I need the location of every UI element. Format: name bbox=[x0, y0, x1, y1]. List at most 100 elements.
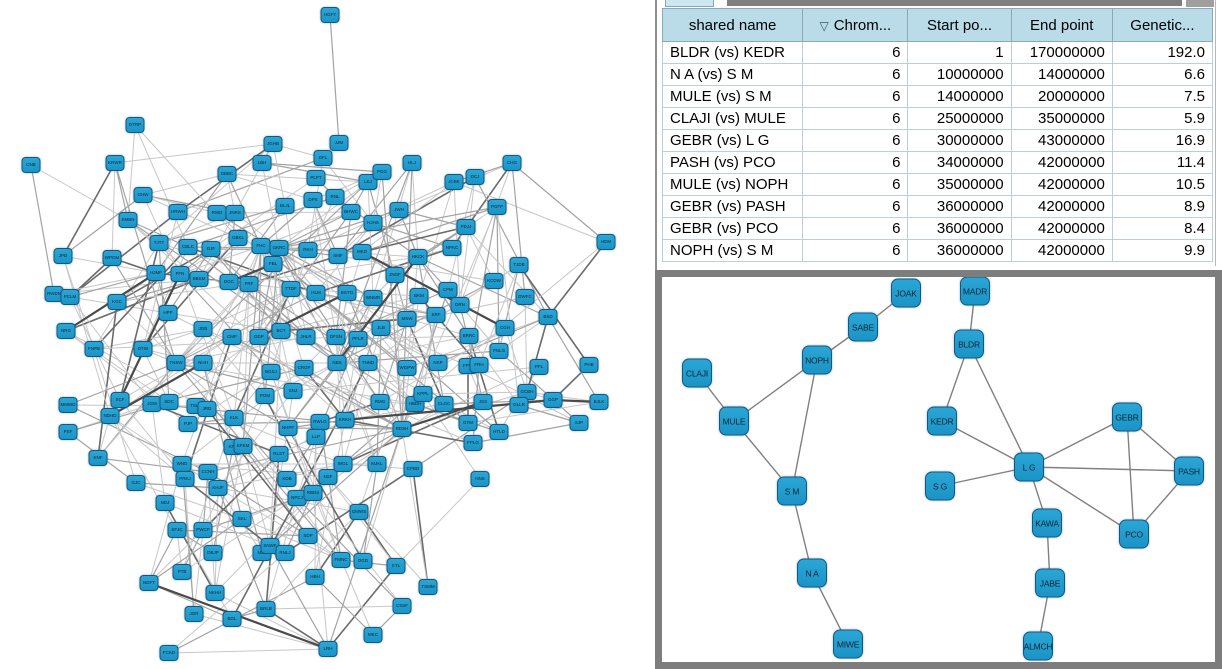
network-node[interactable]: PGM bbox=[255, 388, 275, 404]
network-node[interactable]: DFL bbox=[313, 150, 333, 166]
cell-value[interactable]: 8.4 bbox=[1111, 217, 1214, 240]
network-node[interactable]: DGD bbox=[353, 553, 373, 569]
network-node[interactable]: NHH bbox=[193, 355, 213, 371]
network-node[interactable]: DTRP bbox=[125, 117, 145, 133]
table-row[interactable]: PASH (vs) PCO 6 34000000 42000000 11.4 bbox=[661, 151, 1214, 174]
table-row[interactable]: BLDR (vs) KEDR 6 1 170000000 192.0 bbox=[661, 41, 1214, 64]
network-node[interactable]: NHPF bbox=[278, 420, 298, 436]
network-node[interactable]: RNLJ bbox=[275, 545, 295, 561]
network-node[interactable]: RKH bbox=[298, 242, 318, 258]
cell-value[interactable]: 6 bbox=[802, 85, 909, 108]
network-node[interactable]: PDJJ bbox=[456, 219, 476, 235]
network-node[interactable]: DPS bbox=[303, 192, 323, 208]
network-node[interactable]: FRH bbox=[469, 357, 489, 373]
network-node[interactable]: SJP bbox=[569, 415, 589, 431]
network-node[interactable]: DFSN bbox=[326, 329, 346, 345]
network-node[interactable]: HJHS bbox=[363, 215, 383, 231]
network-node[interactable]: GJC bbox=[126, 475, 146, 491]
network-node[interactable]: LBH bbox=[252, 155, 272, 171]
network-node[interactable]: JNGF bbox=[385, 267, 405, 283]
network-node[interactable]: KPPL bbox=[413, 386, 433, 402]
network-node[interactable]: JLB bbox=[371, 320, 391, 336]
network-node[interactable]: PTB bbox=[172, 564, 192, 580]
network-node[interactable]: SDP bbox=[298, 528, 318, 544]
network-node[interactable]: NDHD bbox=[100, 408, 120, 424]
network-node[interactable]: JGR bbox=[184, 606, 204, 622]
subnet-node-n-a[interactable]: N A bbox=[797, 558, 827, 588]
network-node[interactable]: HLM bbox=[306, 285, 326, 301]
main-network-canvas[interactable]: HGFT JJM DFL DTRP CNB KRWR DBBC LBH JGHB PLPT LKJ P… bbox=[0, 0, 655, 669]
network-node[interactable]: DDP bbox=[249, 329, 269, 345]
cell-value[interactable]: 7.5 bbox=[1111, 85, 1214, 108]
cell-value[interactable]: 16.9 bbox=[1111, 129, 1214, 152]
subnet-node-miwe[interactable]: MIWE bbox=[833, 629, 863, 659]
network-node[interactable]: FPLG bbox=[463, 435, 483, 451]
network-node[interactable]: WPGM bbox=[102, 250, 122, 266]
network-node[interactable]: HDM bbox=[596, 234, 616, 250]
subnet-node-s-m[interactable]: S M bbox=[777, 476, 807, 506]
cell-value[interactable]: 6 bbox=[802, 217, 909, 240]
cell-value[interactable]: 36000000 bbox=[907, 217, 1012, 240]
network-node[interactable]: PNLG bbox=[489, 343, 509, 359]
network-node[interactable]: CBLC bbox=[178, 239, 198, 255]
table-row[interactable]: CLAJI (vs) MULE 6 25000000 35000000 5.9 bbox=[661, 107, 1214, 130]
cell-value[interactable]: 6 bbox=[802, 107, 909, 130]
network-node[interactable]: PJP bbox=[178, 416, 198, 432]
cell-value[interactable]: 6 bbox=[802, 151, 909, 174]
network-node[interactable]: BHWC bbox=[341, 204, 361, 220]
column-header-end-point[interactable]: End point bbox=[1010, 8, 1113, 42]
cell-value[interactable]: 11.4 bbox=[1111, 151, 1214, 174]
network-node[interactable]: WGL bbox=[333, 456, 353, 472]
network-node[interactable]: RWD bbox=[207, 205, 227, 221]
subnet-node-l-g[interactable]: L G bbox=[1014, 452, 1044, 482]
network-node[interactable]: CTL bbox=[386, 558, 406, 574]
network-node[interactable]: TJDB bbox=[509, 257, 529, 273]
subnet-node-madr[interactable]: MADR bbox=[960, 277, 990, 306]
cell-value[interactable]: 14000000 bbox=[1010, 63, 1113, 86]
network-node[interactable]: SDC bbox=[159, 394, 179, 410]
network-node[interactable]: KNF bbox=[88, 450, 108, 466]
subnet-node-noph[interactable]: NOPH bbox=[802, 345, 832, 375]
network-node[interactable]: TJTT bbox=[149, 235, 169, 251]
cell-shared-name[interactable]: MULE (vs) NOPH bbox=[661, 173, 804, 196]
network-node[interactable]: DRN bbox=[450, 297, 470, 313]
cell-value[interactable]: 14000000 bbox=[907, 85, 1012, 108]
network-node[interactable]: SCF bbox=[110, 392, 130, 408]
network-node[interactable]: NPKC bbox=[442, 240, 462, 256]
subnet-node-kawa[interactable]: KAWA bbox=[1032, 508, 1062, 538]
network-node[interactable]: NDFT bbox=[139, 575, 159, 591]
column-header-genetic---[interactable]: Genetic... bbox=[1111, 8, 1214, 42]
network-node[interactable]: KDB bbox=[277, 471, 297, 487]
network-node[interactable]: RLST bbox=[269, 446, 289, 462]
network-node[interactable]: PRKJ bbox=[175, 471, 195, 487]
network-node[interactable]: SKL bbox=[232, 511, 252, 527]
subnet-node-bldr[interactable]: BLDR bbox=[954, 329, 984, 359]
cell-value[interactable]: 42000000 bbox=[1010, 195, 1113, 218]
cell-value[interactable]: 6 bbox=[802, 129, 909, 152]
cell-value[interactable]: 35000000 bbox=[907, 173, 1012, 196]
column-header-shared-name[interactable]: shared name bbox=[661, 8, 804, 42]
network-node[interactable]: BRLB bbox=[256, 601, 276, 617]
network-node[interactable]: PWCP bbox=[193, 522, 213, 538]
cell-value[interactable]: 36000000 bbox=[907, 239, 1012, 262]
network-node[interactable]: JRD bbox=[197, 401, 217, 417]
network-node[interactable]: GBKL bbox=[228, 230, 248, 246]
cell-value[interactable]: 6 bbox=[802, 173, 909, 196]
network-node[interactable]: JPD bbox=[53, 248, 73, 264]
cell-value[interactable]: 30000000 bbox=[907, 129, 1012, 152]
cell-value[interactable]: 10000000 bbox=[907, 63, 1012, 86]
subnet-node-gebr[interactable]: GEBR bbox=[1112, 402, 1142, 432]
network-node[interactable]: HRWH bbox=[168, 204, 188, 220]
network-node[interactable]: JNRS bbox=[225, 205, 245, 221]
network-node[interactable]: BLJL bbox=[275, 198, 295, 214]
table-row[interactable]: MULE (vs) S M 6 14000000 20000000 7.5 bbox=[661, 85, 1214, 108]
network-node[interactable]: GTM bbox=[458, 415, 478, 431]
network-node[interactable]: HJMF bbox=[146, 265, 166, 281]
network-node[interactable]: DWFC bbox=[515, 289, 535, 305]
network-node[interactable]: KHJF bbox=[208, 480, 228, 496]
network-node[interactable]: WNMR bbox=[363, 290, 383, 306]
network-node[interactable]: BGTD bbox=[337, 285, 357, 301]
network-node[interactable]: FNPB bbox=[84, 341, 104, 357]
table-row[interactable]: MULE (vs) NOPH 6 35000000 42000000 10.5 bbox=[661, 173, 1214, 196]
cell-value[interactable]: 42000000 bbox=[1010, 239, 1113, 262]
